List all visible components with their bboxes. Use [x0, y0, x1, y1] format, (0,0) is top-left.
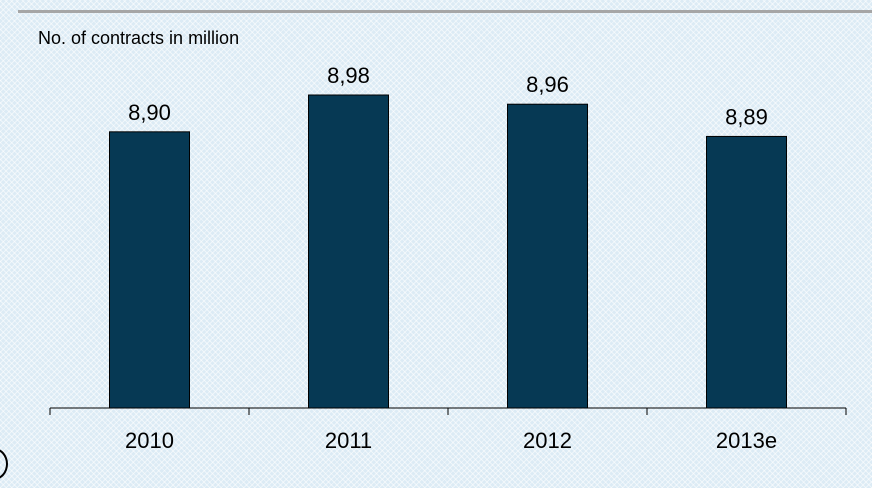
- edge-glyph: [0, 448, 8, 480]
- data-label-2010: 8,90: [128, 100, 171, 125]
- data-label-2013e: 8,89: [725, 104, 768, 129]
- x-tick-label-2013e: 2013e: [716, 428, 777, 453]
- bar-2010: [109, 131, 190, 409]
- bar-2012: [507, 103, 588, 409]
- y-axis-unit-label: No. of contracts in million: [38, 28, 240, 48]
- x-tick-label-2011: 2011: [325, 428, 372, 453]
- bar-2011: [308, 94, 389, 409]
- data-label-2011: 8,98: [327, 63, 370, 88]
- data-label-2012: 8,96: [526, 72, 569, 97]
- bar-2013e: [706, 135, 787, 409]
- x-tick-label-2010: 2010: [125, 428, 174, 453]
- x-tick-label-2012: 2012: [523, 428, 572, 453]
- top-rule: [18, 10, 872, 13]
